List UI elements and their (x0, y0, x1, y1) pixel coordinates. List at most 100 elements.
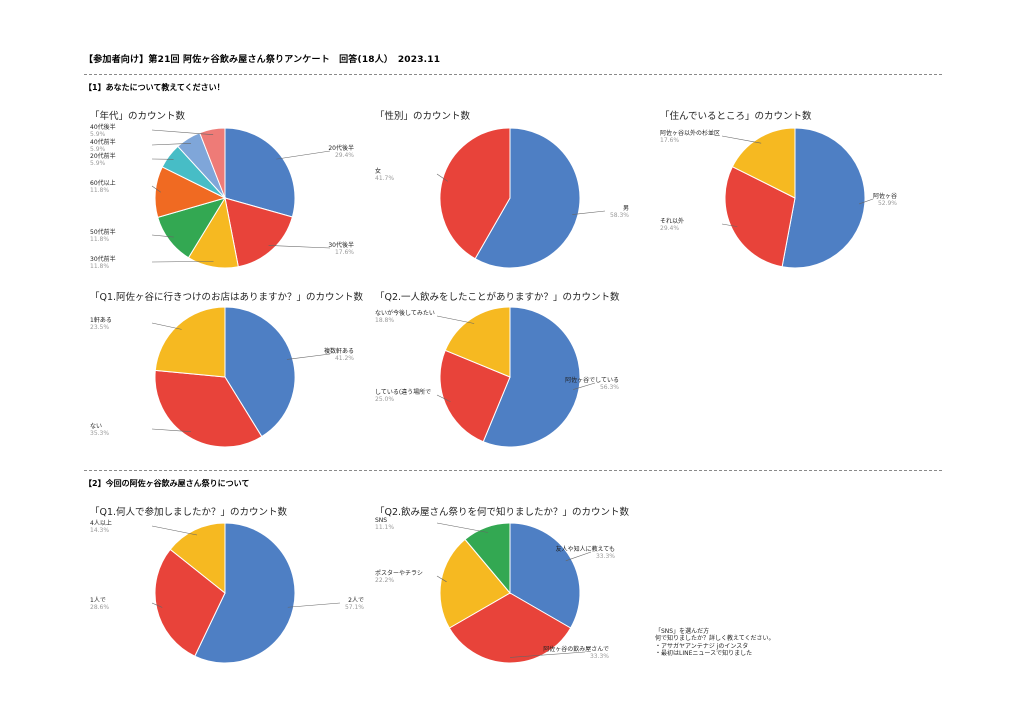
slice-name: 40代後半 (90, 124, 116, 131)
leader-line (436, 315, 475, 324)
slice-name: 女 (375, 168, 382, 175)
slice-label: 1人で 28.6% (90, 597, 109, 611)
slice-label: 30代後半 17.6% (328, 242, 354, 256)
slice-label: 2人で 57.1% (345, 597, 364, 611)
pie-slice (724, 166, 796, 268)
pie-slice (482, 306, 581, 448)
slice-name: 60代以上 (90, 180, 116, 187)
slice-label: 30代前半 11.8% (90, 256, 116, 270)
chart-title: 「Q1.何人で参加しましたか？」のカウント数 (90, 507, 288, 518)
slice-percent: 52.9% (877, 200, 897, 207)
slice-label: 阿佐ヶ谷以外の杉並区 17.6% (660, 130, 720, 144)
slice-label: 40代後半 5.9% (90, 124, 116, 138)
slice-name: 30代後半 (328, 242, 354, 249)
slice-label: 60代以上 11.8% (90, 180, 116, 194)
slice-percent: 11.8% (90, 187, 110, 194)
slice-percent: 58.3% (609, 212, 629, 219)
slice-percent: 41.7% (375, 175, 395, 182)
slice-name: 複数軒ある (323, 348, 354, 355)
pie-slice (439, 127, 511, 260)
divider (84, 74, 942, 75)
pie-slice (224, 306, 296, 438)
slice-label: 女 41.7% (375, 168, 394, 182)
slice-label: 阿佐ヶ谷でしている 56.3% (565, 377, 619, 391)
slice-label: 20代前半 5.9% (90, 153, 116, 167)
slice-label: SNS 11.1% (375, 517, 394, 531)
leader-line (436, 522, 489, 533)
leader-line (572, 210, 606, 215)
slice-percent: 23.5% (90, 324, 110, 331)
pie-slice (439, 349, 511, 443)
chart-title: 「Q2.飲み屋さん祭りを何で知りましたか？」のカウント数 (375, 507, 630, 518)
pie-slice (781, 127, 866, 269)
leader-line (509, 651, 586, 658)
slice-percent: 11.1% (375, 524, 395, 531)
slice-name: 2人で (348, 597, 364, 604)
leader-line (721, 223, 738, 227)
slice-percent: 17.6% (660, 137, 680, 144)
pie-slice (154, 369, 263, 448)
leader-line (151, 525, 198, 536)
slice-name: 阿佐ヶ谷の飲み屋さんで (543, 646, 609, 653)
pie-chart-age: 「年代」のカウント数 20代後半 29.4% 30代後半 17.6% 30代前半 11.8%… (90, 108, 354, 283)
slice-percent: 5.9% (90, 146, 106, 153)
pie-slice (439, 538, 511, 629)
note-line: 何で知りましたか？詳しく教えてください。 (655, 635, 775, 643)
pie-chart-q1_shop: 「Q1.阿佐ヶ谷に行きつけのお店はありますか？」のカウント数 複数軒ある 41.2%… (90, 289, 363, 464)
slice-label: 4人以上 14.3% (90, 520, 112, 534)
slice-percent: 29.4% (334, 152, 354, 159)
pie-svg (151, 306, 331, 448)
slice-label: 50代前半 11.8% (90, 229, 116, 243)
slice-name: 1軒ある (90, 317, 112, 324)
slice-name: 阿佐ヶ谷以外の杉並区 (660, 130, 721, 137)
pie-slice (194, 522, 296, 664)
chart-title: 「年代」のカウント数 (90, 111, 186, 122)
leader-line (721, 135, 762, 144)
slice-name: 50代前半 (90, 229, 116, 236)
slice-name: 20代後半 (328, 145, 354, 152)
slice-name: ポスターやチラシ (375, 570, 423, 577)
slice-name: 30代前半 (90, 256, 116, 263)
slice-label: 40代前半 5.9% (90, 139, 116, 153)
slice-name: ない (90, 423, 103, 430)
slice-label: ポスターやチラシ 22.2% (375, 570, 423, 584)
page-header: 【参加者向け】第21回 阿佐ヶ谷飲み屋さん祭りアンケート 回答(18人） 202… (84, 55, 441, 65)
leader-line (151, 185, 162, 193)
slice-name: 男 (622, 205, 629, 212)
slice-percent: 5.9% (90, 131, 106, 138)
note-line: ・最初はLINEニュースで知りました (655, 650, 753, 658)
slice-percent: 18.8% (375, 317, 395, 324)
slice-percent: 11.8% (90, 236, 110, 243)
slice-name: 4人以上 (90, 520, 112, 527)
slice-percent: 14.3% (90, 527, 110, 534)
slice-percent: 28.6% (90, 604, 110, 611)
pie-svg (721, 127, 874, 269)
pie-chart-q1_people: 「Q1.何人で参加しましたか？」のカウント数 2人で 57.1% 1人で 28.6% 4人… (90, 504, 364, 679)
chart-title: 「性別」のカウント数 (375, 111, 471, 122)
slice-percent: 33.3% (589, 653, 609, 660)
leader-line (436, 173, 448, 182)
slice-percent: 33.3% (595, 553, 615, 560)
slice-label: ない 35.3% (90, 423, 109, 437)
slice-percent: 11.8% (90, 263, 110, 270)
leader-line (276, 150, 331, 160)
pie-svg (436, 306, 596, 448)
slice-label: それ以外 29.4% (660, 218, 684, 232)
slice-percent: 35.3% (90, 430, 110, 437)
leader-line (859, 198, 874, 205)
slice-percent: 5.9% (90, 160, 106, 167)
slice-name: 友人や知人に教えても (555, 546, 615, 553)
slice-label: 阿佐ヶ谷 52.9% (873, 193, 897, 207)
chart-title: 「Q1.阿佐ヶ谷に行きつけのお店はありますか？」のカウント数 (90, 292, 364, 303)
pie-chart-q2_solo: 「Q2.一人飲みをしたことがありますか？」のカウント数 阿佐ヶ谷でしている 56.3… (375, 289, 635, 464)
slice-percent: 29.4% (660, 225, 680, 232)
pie-slice (224, 197, 293, 268)
section-title-2: 【2】今回の阿佐ヶ谷飲み屋さん祭りについて (84, 479, 250, 488)
chart-title: 「住んでいるところ」のカウント数 (660, 111, 812, 122)
slice-percent: 56.3% (599, 384, 619, 391)
slice-label: 阿佐ヶ谷の飲み屋さんで 33.3% (543, 646, 609, 660)
slice-label: ないが今後してみたい 18.8% (375, 310, 435, 324)
pie-svg (436, 522, 592, 664)
leader-line (151, 602, 163, 608)
